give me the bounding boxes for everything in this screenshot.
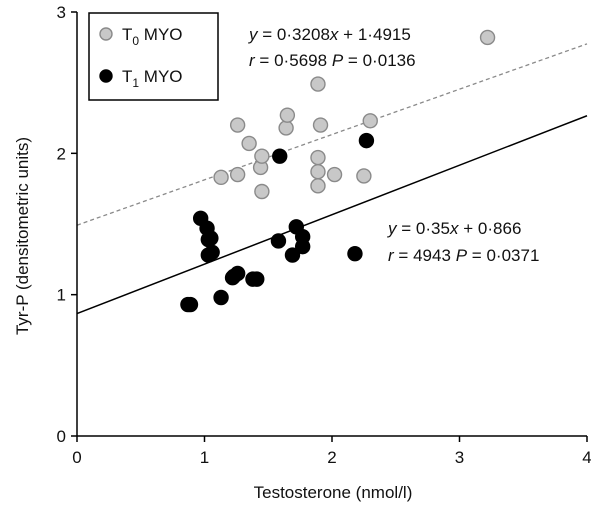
point-t1 [213,289,229,306]
point-t0 [213,169,229,186]
regression-line-0 [76,43,588,226]
x-tick-label: 1 [200,448,209,467]
y-tick-label: 1 [57,286,66,305]
data-points [180,29,496,313]
point-t1 [294,238,311,255]
point-t0 [326,166,343,183]
point-t1 [284,247,301,263]
point-t0 [356,168,372,184]
legend: T0 MYO T1 MYO [88,12,219,101]
point-t1 [347,245,363,262]
regression-line-1 [76,115,588,315]
annotation-0-line1: y = 0·3208x + 1·4915 [248,25,411,44]
point-t0 [310,76,326,92]
tick-labels: 0 1 2 3 4 0 1 2 3 [57,3,591,467]
legend-marker-1 [99,69,113,83]
legend-label-0: T0 MYO [122,25,183,48]
point-t0 [229,117,246,133]
y-tick-label: 0 [57,427,66,446]
x-tick-label: 0 [72,448,81,467]
point-t1 [182,296,199,313]
point-t0 [310,164,326,180]
legend-marker-0 [99,27,113,41]
point-t1 [272,148,288,164]
regression-lines [76,43,588,315]
point-t1 [229,265,246,282]
point-t0 [362,113,378,129]
x-tick-label: 4 [582,448,591,467]
regression-annotations: y = 0·3208x + 1·4915 r = 0·5698 P = 0·013… [248,25,539,265]
y-axis-label: Tyr-P (densitometric units) [13,137,32,335]
x-axis-label: Testosterone (nmol/l) [254,483,413,502]
point-t1 [358,132,375,149]
point-t0 [278,120,294,136]
point-t0 [479,29,496,46]
legend-label-1: T1 MYO [122,67,183,90]
x-tick-label: 2 [327,448,336,467]
point-t1 [204,244,220,260]
point-t0 [229,166,246,183]
point-t0 [254,148,270,164]
x-tick-label: 3 [455,448,464,467]
point-t0 [254,183,270,200]
point-t0 [310,149,326,166]
point-t0 [279,107,296,123]
y-tick-label: 2 [57,144,66,163]
point-t1 [249,271,265,287]
point-t0 [312,117,329,133]
point-t0 [310,178,326,194]
annotation-1-line2: r = 4943 P = 0·0371 [388,246,539,265]
annotation-1-line1: y = 0·35x + 0·866 [387,219,521,238]
point-t1 [270,233,287,249]
annotation-0-line2: r = 0·5698 P = 0·0136 [249,51,416,70]
point-t0 [241,135,257,152]
y-tick-label: 3 [57,3,66,22]
legend-box [88,12,219,101]
point-t1 [203,230,219,246]
